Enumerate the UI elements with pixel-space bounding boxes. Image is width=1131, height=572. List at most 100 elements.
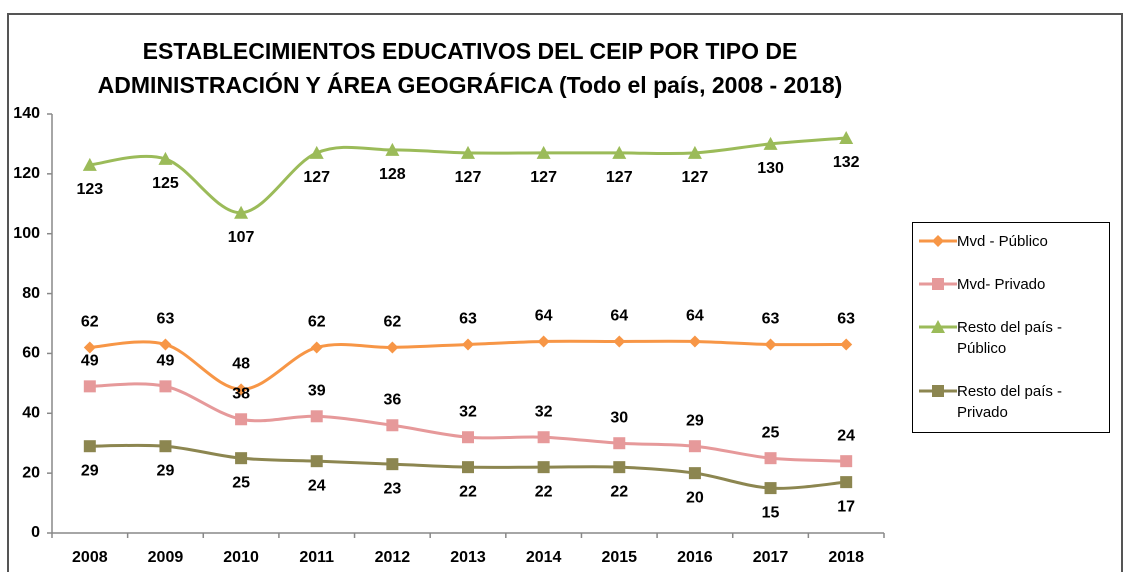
data-label: 25	[762, 424, 780, 441]
data-label: 24	[837, 427, 855, 444]
data-label: 32	[535, 403, 553, 420]
data-label: 127	[303, 169, 330, 186]
data-label: 24	[308, 477, 326, 494]
chart-title: ESTABLECIMIENTOS EDUCATIVOS DEL CEIP POR…	[97, 38, 843, 98]
marker	[159, 440, 172, 453]
data-label: 64	[686, 308, 704, 325]
x-tick-label: 2018	[828, 549, 864, 566]
x-tick-label: 2010	[223, 549, 259, 566]
x-tick-label: 2013	[450, 549, 486, 566]
data-label: 36	[383, 391, 401, 408]
x-tick-label: 2014	[526, 549, 562, 566]
data-label: 64	[610, 308, 628, 325]
marker	[839, 130, 854, 144]
data-label: 30	[610, 409, 628, 426]
data-label: 20	[686, 489, 704, 506]
y-tick-label: 60	[22, 345, 40, 362]
marker	[235, 413, 248, 426]
marker	[83, 380, 96, 393]
data-label: 23	[383, 480, 401, 497]
marker	[386, 341, 399, 354]
marker	[763, 136, 778, 150]
x-tick-label: 2016	[677, 549, 713, 566]
data-label: 127	[606, 169, 633, 186]
marker	[159, 338, 172, 351]
legend-marker	[932, 385, 944, 397]
marker	[687, 145, 702, 159]
legend-marker	[931, 320, 945, 333]
marker	[386, 458, 399, 471]
x-tick-label: 2017	[753, 549, 789, 566]
legend-swatch	[919, 385, 957, 397]
marker	[764, 482, 777, 495]
data-label: 39	[308, 382, 326, 399]
legend-swatch	[919, 278, 957, 290]
data-label: 125	[152, 175, 179, 192]
legend-entry: Resto del país - Público	[919, 317, 1103, 359]
marker	[840, 455, 853, 468]
series-line	[89, 382, 847, 463]
legend-entry: Resto del país - Privado	[919, 381, 1103, 423]
data-label: 49	[81, 353, 99, 370]
data-label: 62	[81, 314, 99, 331]
y-tick-label: 0	[31, 524, 40, 541]
legend-swatch	[919, 235, 957, 247]
data-label: 15	[762, 504, 780, 521]
data-label: 29	[686, 412, 704, 429]
data-label: 127	[455, 169, 482, 186]
data-label: 132	[833, 154, 860, 171]
marker	[613, 437, 626, 450]
legend: Mvd - Público Mvd- Privado Resto del país …	[912, 222, 1110, 433]
data-label: 48	[232, 356, 250, 373]
marker	[461, 145, 475, 159]
data-label: 123	[76, 181, 103, 198]
legend-entry: Mvd - Público	[919, 231, 1103, 252]
data-label: 32	[459, 403, 477, 420]
marker	[764, 338, 777, 351]
marker	[158, 151, 173, 165]
data-label: 62	[383, 314, 401, 331]
data-label: 22	[535, 483, 553, 500]
marker	[537, 461, 550, 474]
x-tick-label: 2012	[375, 549, 411, 566]
marker	[537, 431, 550, 444]
marker	[840, 476, 853, 489]
marker	[385, 142, 400, 156]
marker	[688, 440, 701, 453]
data-label: 130	[757, 160, 784, 177]
legend-entry: Mvd- Privado	[919, 274, 1103, 295]
data-label: 63	[837, 311, 855, 328]
marker	[613, 335, 626, 348]
data-label: 25	[232, 474, 250, 491]
marker	[234, 205, 249, 219]
marker	[309, 145, 324, 159]
y-tick-label: 40	[22, 405, 40, 422]
data-label: 17	[837, 498, 855, 515]
data-label: 29	[157, 462, 175, 479]
data-label: 49	[157, 353, 175, 370]
marker	[612, 145, 627, 159]
x-tick-label: 2009	[148, 549, 184, 566]
y-tick-label: 80	[22, 285, 40, 302]
marker	[310, 341, 323, 354]
data-label: 127	[682, 169, 709, 186]
marker	[235, 452, 248, 465]
chart-border	[7, 13, 1123, 572]
marker	[83, 341, 96, 354]
data-label: 107	[228, 229, 255, 246]
marker	[462, 461, 474, 474]
marker	[82, 157, 97, 171]
marker	[840, 338, 853, 351]
data-label: 22	[459, 483, 477, 500]
data-label: 127	[530, 169, 557, 186]
marker	[386, 419, 399, 432]
marker	[688, 335, 701, 348]
legend-label: Mvd - Público	[957, 233, 1048, 250]
data-label: 63	[459, 311, 477, 328]
legend-label: Mvd- Privado	[957, 276, 1046, 293]
marker	[537, 335, 550, 348]
marker	[536, 145, 551, 159]
legend-marker	[932, 235, 944, 247]
